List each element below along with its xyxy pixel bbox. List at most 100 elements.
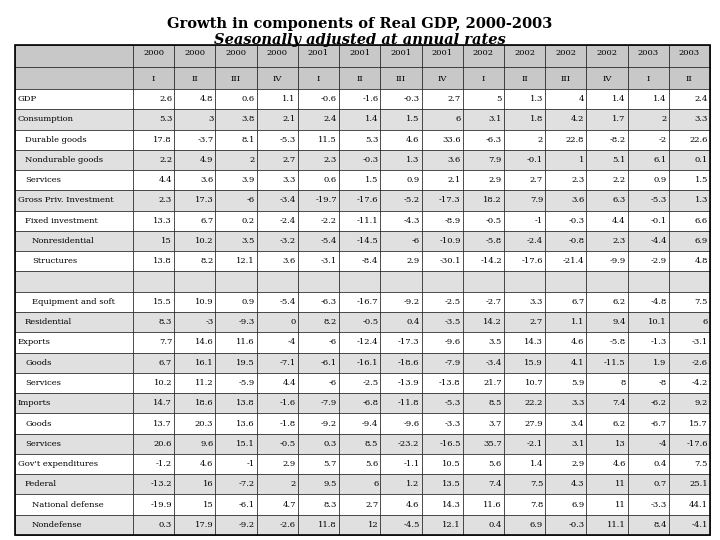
Bar (504, 251, 545, 272)
Text: -6.3: -6.3 (321, 298, 337, 306)
Bar (174, 150, 215, 170)
Bar (504, 211, 545, 231)
Text: 25.1: 25.1 (689, 480, 708, 488)
Bar (586, 211, 628, 231)
Bar (545, 272, 586, 292)
Bar (256, 67, 298, 89)
Text: 9.6: 9.6 (200, 440, 213, 448)
Text: 2.7: 2.7 (283, 156, 296, 164)
Text: Federal: Federal (25, 480, 57, 488)
Bar (256, 130, 298, 150)
Bar (215, 434, 256, 454)
Bar (256, 332, 298, 353)
Text: 4.2: 4.2 (571, 116, 585, 124)
Text: -8.9: -8.9 (444, 217, 461, 225)
Text: -16.1: -16.1 (357, 359, 378, 367)
Bar (215, 454, 256, 474)
Text: 3.6: 3.6 (447, 156, 461, 164)
Text: 1.4: 1.4 (365, 116, 378, 124)
Bar (586, 109, 628, 130)
Bar (339, 231, 380, 251)
Bar (586, 515, 628, 535)
Bar (298, 251, 339, 272)
Text: 4.4: 4.4 (282, 379, 296, 387)
Text: 18.6: 18.6 (195, 399, 213, 407)
Text: -11.1: -11.1 (356, 217, 378, 225)
Bar (133, 292, 174, 312)
Bar (380, 191, 421, 211)
Bar (15, 67, 133, 89)
Text: 11.6: 11.6 (236, 339, 255, 346)
Text: 3.1: 3.1 (571, 440, 585, 448)
Text: -7.1: -7.1 (279, 359, 296, 367)
Bar (215, 393, 256, 413)
Bar (133, 191, 174, 211)
Bar (133, 150, 174, 170)
Text: 0: 0 (291, 318, 296, 326)
Text: 15: 15 (161, 237, 172, 245)
Bar (545, 495, 586, 515)
Bar (215, 474, 256, 495)
Bar (215, 272, 256, 292)
Text: Services: Services (25, 379, 61, 387)
Text: 11.1: 11.1 (607, 521, 626, 529)
Bar (463, 170, 504, 191)
Bar (421, 515, 463, 535)
Text: -1.3: -1.3 (651, 339, 667, 346)
Text: -5.3: -5.3 (444, 399, 461, 407)
Bar (504, 353, 545, 373)
Bar (504, 373, 545, 393)
Text: -0.3: -0.3 (362, 156, 378, 164)
Text: 14.3: 14.3 (442, 501, 461, 509)
Bar (256, 45, 298, 67)
Bar (380, 515, 421, 535)
Bar (256, 191, 298, 211)
Bar (504, 191, 545, 211)
Bar (174, 272, 215, 292)
Bar (298, 130, 339, 150)
Bar (463, 109, 504, 130)
Text: -17.6: -17.6 (686, 440, 708, 448)
Bar (174, 373, 215, 393)
Text: II: II (686, 75, 693, 83)
Bar (669, 45, 710, 67)
Text: -14.2: -14.2 (480, 258, 502, 265)
Text: -6: -6 (411, 237, 420, 245)
Bar (628, 312, 669, 332)
Text: -5.8: -5.8 (609, 339, 626, 346)
Bar (174, 231, 215, 251)
Bar (15, 393, 133, 413)
Bar (339, 393, 380, 413)
Text: 3.4: 3.4 (571, 420, 585, 428)
Bar (628, 373, 669, 393)
Text: 33.6: 33.6 (442, 136, 461, 144)
Bar (15, 231, 133, 251)
Text: 2.7: 2.7 (530, 176, 543, 184)
Text: -0.1: -0.1 (651, 217, 667, 225)
Text: 8.2: 8.2 (200, 258, 213, 265)
Text: 1.3: 1.3 (406, 156, 420, 164)
Bar (15, 251, 133, 272)
Text: -6.1: -6.1 (321, 359, 337, 367)
Bar (339, 353, 380, 373)
Bar (669, 211, 710, 231)
Bar (215, 170, 256, 191)
Text: I: I (152, 75, 156, 83)
Bar (174, 393, 215, 413)
Bar (380, 211, 421, 231)
Bar (463, 191, 504, 211)
Bar (628, 109, 669, 130)
Text: -3.7: -3.7 (197, 136, 213, 144)
Text: 1.3: 1.3 (695, 197, 708, 205)
Bar (298, 89, 339, 109)
Bar (669, 130, 710, 150)
Text: 4.7: 4.7 (282, 501, 296, 509)
Bar (174, 130, 215, 150)
Bar (421, 332, 463, 353)
Text: -3.4: -3.4 (279, 197, 296, 205)
Bar (380, 495, 421, 515)
Text: 11.8: 11.8 (318, 521, 337, 529)
Text: 0.4: 0.4 (654, 460, 667, 468)
Bar (380, 312, 421, 332)
Bar (504, 130, 545, 150)
